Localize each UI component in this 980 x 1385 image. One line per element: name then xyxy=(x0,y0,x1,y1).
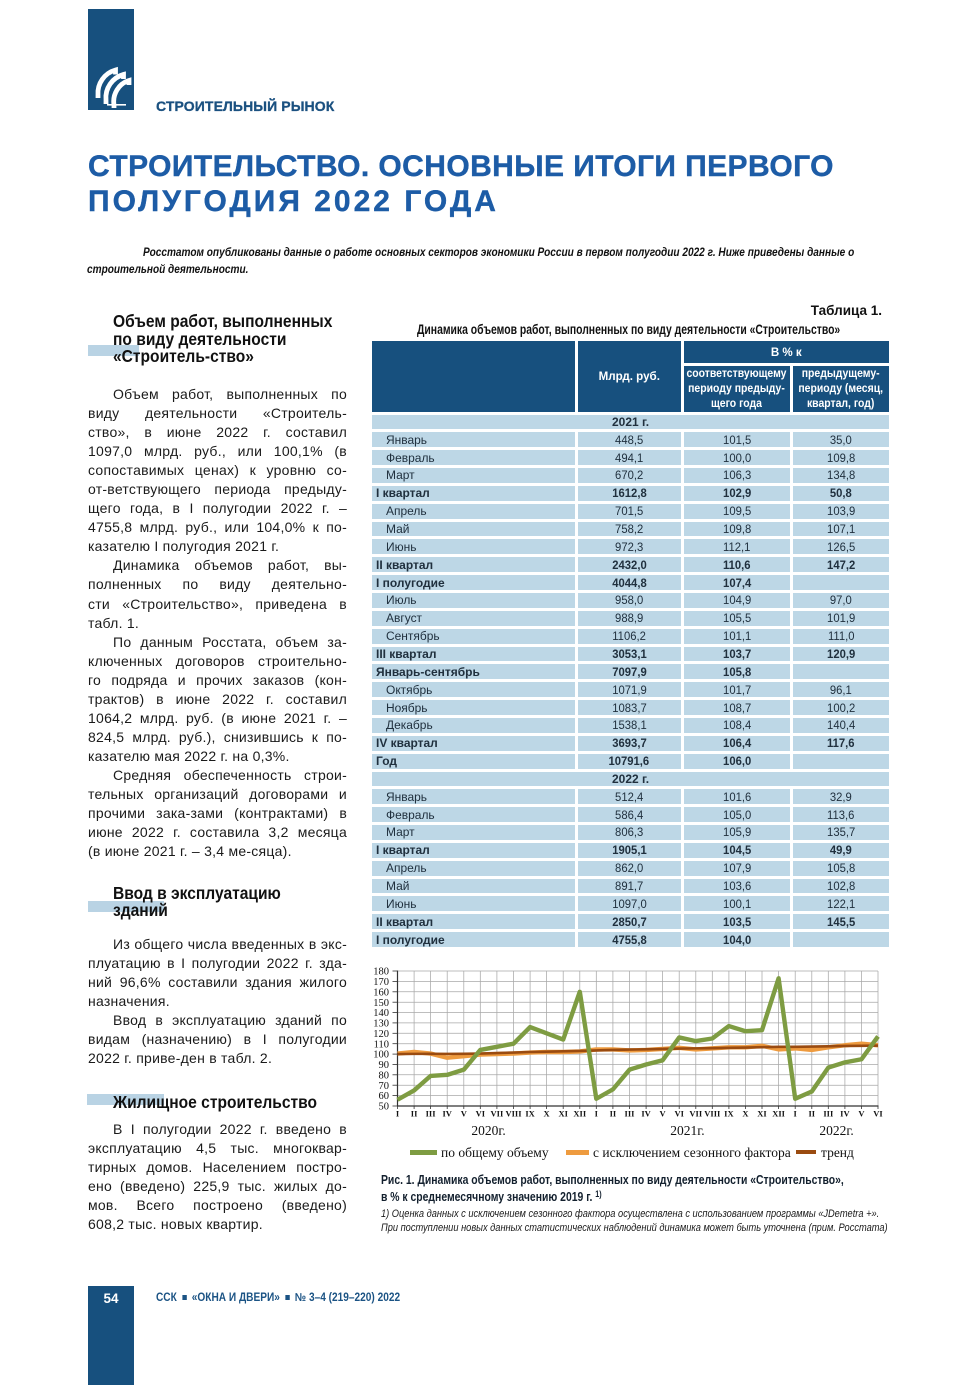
svg-text:X: X xyxy=(544,1109,551,1119)
svg-text:50: 50 xyxy=(379,1102,390,1113)
svg-text:VIII: VIII xyxy=(704,1109,721,1119)
svg-text:130: 130 xyxy=(373,1019,389,1030)
svg-text:120: 120 xyxy=(373,1029,389,1040)
svg-text:II: II xyxy=(808,1109,815,1119)
svg-text:III: III xyxy=(625,1109,636,1119)
svg-text:180: 180 xyxy=(373,967,389,978)
svg-text:XI: XI xyxy=(757,1109,767,1119)
svg-text:170: 170 xyxy=(373,977,389,988)
svg-text:140: 140 xyxy=(373,1008,389,1019)
svg-text:2022г.: 2022г. xyxy=(819,1123,853,1138)
svg-text:IX: IX xyxy=(724,1109,734,1119)
svg-text:VII: VII xyxy=(689,1109,702,1119)
svg-text:70: 70 xyxy=(379,1081,390,1092)
svg-text:II: II xyxy=(411,1109,418,1119)
svg-text:I: I xyxy=(794,1109,798,1119)
svg-text:60: 60 xyxy=(379,1091,390,1102)
svg-text:VI: VI xyxy=(674,1109,684,1119)
svg-text:2021г.: 2021г. xyxy=(670,1123,704,1138)
svg-text:100: 100 xyxy=(373,1050,389,1061)
svg-text:VI: VI xyxy=(873,1109,883,1119)
svg-text:VI: VI xyxy=(476,1109,486,1119)
svg-text:90: 90 xyxy=(379,1060,390,1071)
svg-text:III: III xyxy=(823,1109,834,1119)
svg-text:V: V xyxy=(660,1109,667,1119)
svg-text:IV: IV xyxy=(442,1109,452,1119)
svg-text:I: I xyxy=(396,1109,400,1119)
svg-text:IV: IV xyxy=(840,1109,850,1119)
svg-text:XII: XII xyxy=(772,1109,785,1119)
svg-text:VIII: VIII xyxy=(505,1109,522,1119)
svg-text:I: I xyxy=(595,1109,599,1119)
svg-text:XII: XII xyxy=(573,1109,586,1119)
svg-text:150: 150 xyxy=(373,998,389,1009)
svg-text:2020г.: 2020г. xyxy=(471,1123,505,1138)
svg-text:V: V xyxy=(858,1109,865,1119)
svg-text:X: X xyxy=(742,1109,749,1119)
svg-text:110: 110 xyxy=(374,1039,389,1050)
svg-text:160: 160 xyxy=(373,987,389,998)
svg-text:IX: IX xyxy=(525,1109,535,1119)
svg-text:80: 80 xyxy=(379,1070,390,1081)
svg-text:XI: XI xyxy=(558,1109,568,1119)
svg-text:III: III xyxy=(426,1109,437,1119)
svg-text:II: II xyxy=(610,1109,617,1119)
svg-text:V: V xyxy=(461,1109,468,1119)
svg-text:VII: VII xyxy=(491,1109,504,1119)
svg-text:IV: IV xyxy=(641,1109,651,1119)
